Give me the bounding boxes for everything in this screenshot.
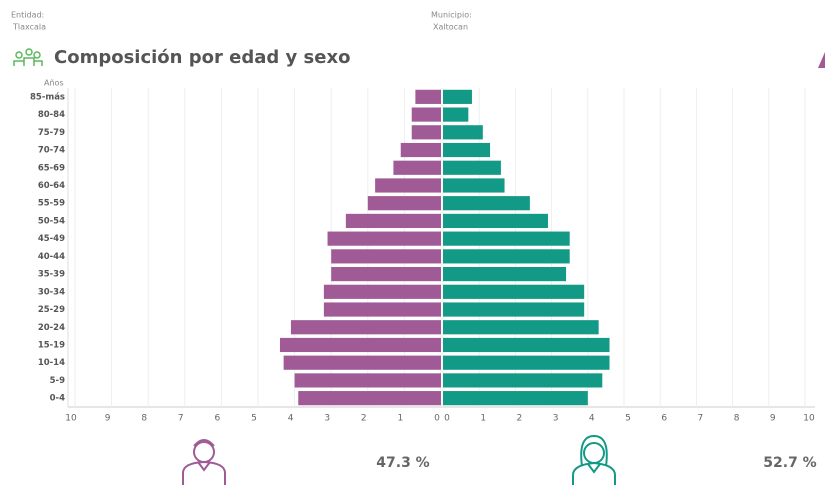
bar-women	[443, 284, 585, 299]
y-tick-label: 55-59	[38, 199, 65, 209]
bar-men	[323, 284, 441, 299]
bar-women	[443, 302, 585, 317]
x-tick-label: 7	[698, 414, 704, 424]
bar-men	[411, 107, 441, 122]
edge-decoration	[818, 52, 825, 68]
bar-men	[400, 142, 441, 158]
x-tick-label: 1	[480, 414, 486, 424]
bar-men	[327, 231, 441, 246]
man-icon	[182, 439, 226, 485]
bar-men	[367, 196, 441, 211]
y-tick-label: 30-34	[38, 287, 65, 297]
y-tick-label: 50-54	[38, 216, 65, 226]
bar-women	[443, 373, 603, 388]
entity-label: Entidad:	[11, 11, 44, 20]
bar-men	[298, 391, 441, 406]
bar-women	[443, 89, 472, 104]
x-tick-label: 9	[105, 414, 111, 424]
y-tick-label: 5-9	[50, 376, 65, 386]
x-tick-label: 0	[444, 414, 450, 424]
x-tick-label: 8	[734, 414, 740, 424]
bar-women	[443, 231, 570, 246]
x-tick-label: 10	[803, 414, 815, 424]
bar-women	[443, 107, 469, 122]
bar-men	[375, 178, 441, 193]
bar-men	[331, 249, 441, 264]
woman-icon	[572, 434, 616, 485]
bar-women	[443, 178, 505, 193]
entity: Tlaxcala	[12, 23, 46, 32]
bar-women	[443, 266, 567, 282]
bar-women	[443, 160, 501, 175]
x-tick-label: 2	[517, 414, 523, 424]
bar-women	[443, 337, 610, 353]
bar-women	[443, 249, 570, 264]
x-tick-label: 9	[770, 414, 776, 424]
y-axis-label: Años	[44, 79, 64, 88]
bar-men	[415, 89, 441, 104]
y-tick-label: 80-84	[38, 110, 65, 120]
y-tick-label: 70-74	[38, 146, 65, 156]
x-tick-label: 8	[141, 414, 147, 424]
x-tick-label: 6	[215, 414, 221, 424]
chart-title: Composición por edad y sexo	[54, 47, 350, 68]
bar-women	[443, 391, 588, 406]
y-tick-label: 15-19	[38, 340, 65, 350]
x-tick-label: 4	[288, 414, 294, 424]
y-tick-label: 35-39	[38, 270, 65, 280]
y-tick-label: 85-más	[30, 92, 65, 102]
y-tick-label: 45-49	[38, 234, 65, 244]
bar-men	[331, 266, 441, 282]
x-tick-label: 2	[361, 414, 367, 424]
y-tick-label: 65-69	[38, 163, 65, 173]
y-tick-label: 75-79	[38, 128, 65, 138]
bar-women	[443, 320, 599, 335]
x-tick-label: 5	[251, 414, 257, 424]
bar-women	[443, 142, 491, 158]
x-tick-label: 0	[434, 414, 440, 424]
bar-women	[443, 125, 483, 140]
x-tick-label: 4	[589, 414, 595, 424]
x-tick-label: 7	[178, 414, 184, 424]
municipality: Xaltocan	[433, 23, 468, 32]
bar-women	[443, 213, 548, 229]
title-icon	[13, 48, 43, 66]
bar-women	[443, 196, 530, 211]
y-tick-label: 0-4	[50, 394, 65, 404]
bar-men	[411, 125, 441, 140]
bar-men	[279, 337, 441, 353]
men-share: 47.3 %	[376, 455, 429, 471]
bar-men	[294, 373, 441, 388]
y-tick-label: 40-44	[38, 252, 65, 262]
y-tick-label: 60-64	[38, 181, 65, 191]
y-tick-label: 10-14	[38, 358, 65, 368]
bar-men	[393, 160, 441, 175]
bar-women	[443, 355, 610, 370]
bar-men	[283, 355, 441, 370]
x-tick-label: 3	[324, 414, 330, 424]
x-tick-label: 1	[398, 414, 404, 424]
bar-men	[345, 213, 441, 229]
x-tick-label: 3	[553, 414, 559, 424]
municipality-label: Municipio:	[431, 11, 472, 20]
x-tick-label: 6	[661, 414, 667, 424]
x-tick-label: 10	[65, 414, 77, 424]
women-share: 52.7 %	[763, 455, 816, 471]
bar-men	[290, 320, 441, 335]
y-tick-label: 25-29	[38, 305, 65, 315]
x-tick-label: 5	[625, 414, 631, 424]
bar-men	[323, 302, 441, 317]
y-tick-label: 20-24	[38, 323, 65, 333]
